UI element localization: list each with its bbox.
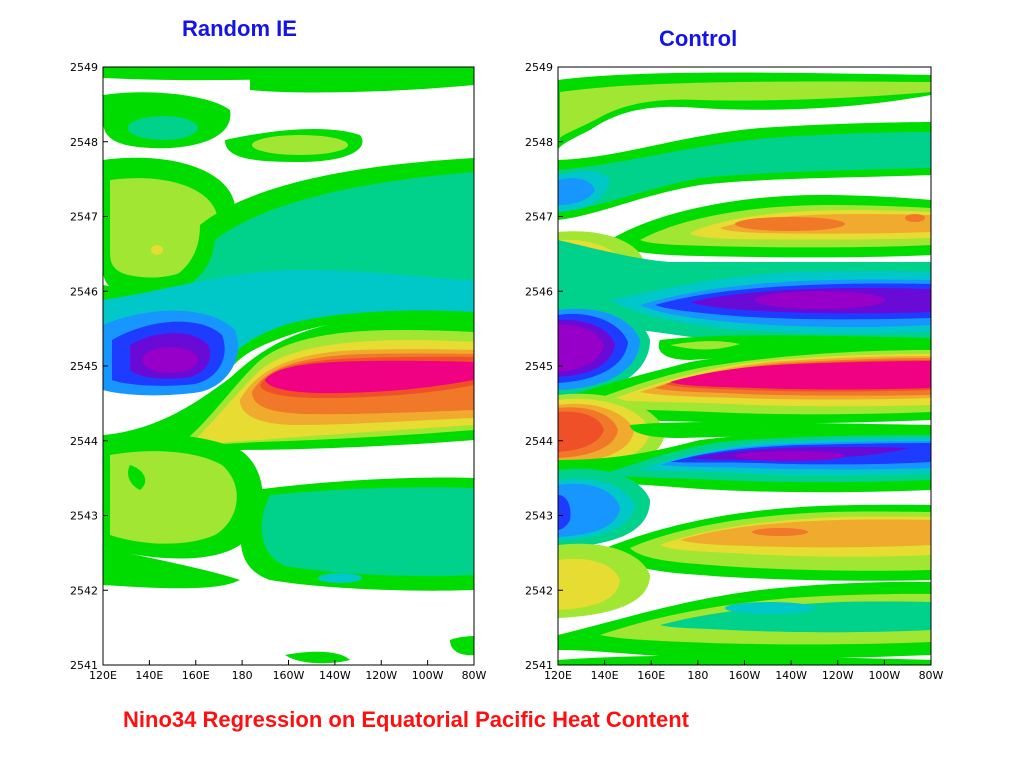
x-tick-label: 180 [687,669,708,682]
y-tick-label: 2544 [70,435,98,448]
y-tick-label: 2541 [70,659,98,672]
x-tick-label: 140E [135,669,163,682]
x-tick-label: 160E [637,669,665,682]
axes-control: 120E 140E 160E 180 160W 140W 120W 100W 80W 2541 25… [525,61,944,682]
contour-field [558,72,931,665]
panel-random-ie: 120E 140E 160E 180 160W 140W 120W 100W 80W 2541 25… [70,61,487,682]
x-tick-label: 160E [182,669,210,682]
y-tick-label: 2547 [70,211,98,224]
y-tick-label: 2546 [525,285,553,298]
panel-title-control: Control [659,26,738,51]
y-tick-label: 2547 [525,211,553,224]
x-tick-label: 140E [591,669,619,682]
figure-caption: Nino34 Regression on Equatorial Pacific … [123,707,689,732]
y-tick-label: 2549 [70,61,98,74]
contour-field [103,67,474,664]
y-tick-label: 2546 [70,285,98,298]
y-tick-label: 2549 [525,61,553,74]
y-tick-label: 2543 [525,510,553,523]
x-tick-label: 80W [919,669,944,682]
axes-random-ie: 120E 140E 160E 180 160W 140W 120W 100W 80W 2541 25… [70,61,487,682]
x-tick-label: 160W [273,669,305,682]
y-tick-label: 2545 [525,360,553,373]
x-tick-label: 180 [232,669,253,682]
x-tick-label: 100W [412,669,444,682]
y-tick-label: 2543 [70,510,98,523]
x-tick-label: 120E [544,669,572,682]
y-tick-label: 2542 [525,584,553,597]
x-tick-label: 140W [319,669,351,682]
y-tick-label: 2548 [525,136,553,149]
y-tick-label: 2545 [70,360,98,373]
x-tick-label: 120W [822,669,854,682]
panel-title-random-ie: Random IE [182,16,297,41]
x-tick-label: 120W [365,669,397,682]
y-tick-label: 2542 [70,584,98,597]
y-tick-label: 2541 [525,659,553,672]
x-tick-label: 80W [462,669,487,682]
y-tick-label: 2548 [70,136,98,149]
x-tick-label: 140W [775,669,807,682]
x-tick-label: 100W [868,669,900,682]
panel-control: 120E 140E 160E 180 160W 140W 120W 100W 80W 2541 25… [525,61,944,682]
y-tick-label: 2544 [525,435,553,448]
x-tick-label: 160W [729,669,761,682]
x-tick-label: 120E [89,669,117,682]
